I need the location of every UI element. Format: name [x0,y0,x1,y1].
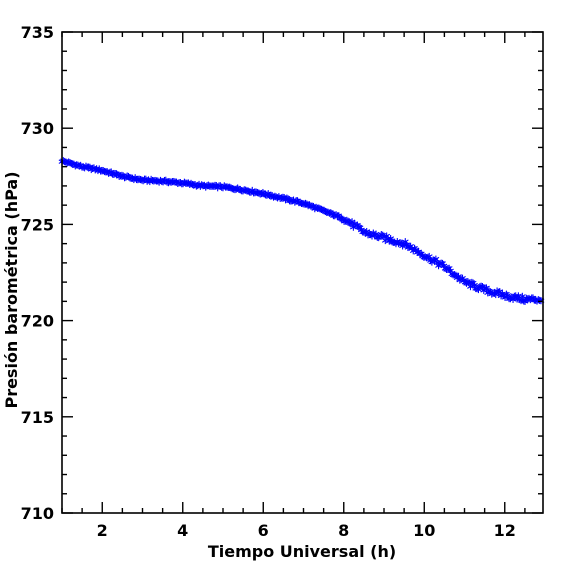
y-tick-label: 720 [21,312,54,331]
data-point-stroke [460,278,468,283]
data-point-stroke [70,162,78,167]
data-point-stroke [496,289,504,294]
data-point-stroke [384,236,392,241]
data-point-stroke [471,282,478,288]
data-point-stroke [518,294,526,299]
data-point [483,284,490,292]
data-point-stroke [372,231,380,237]
y-tick-label: 715 [21,408,54,427]
data-point-stroke [432,256,440,262]
data-point [439,259,446,268]
data-point-stroke [400,242,408,247]
x-tick-label: 10 [413,521,435,540]
data-point-stroke [348,219,356,225]
x-tick-label: 2 [97,521,108,540]
data-point-stroke [417,251,425,257]
data-point-stroke [416,251,424,256]
data-point-stroke [357,227,365,233]
x-tick-label: 8 [338,521,349,540]
data-point-stroke [483,285,490,291]
x-axis-label: Tiempo Universal (h) [208,542,396,561]
data-point-stroke [504,293,512,298]
data-point-stroke [107,169,115,175]
data-point-stroke [290,197,297,203]
data-point [348,218,356,226]
data-point-stroke [411,246,418,251]
data-point-stroke [439,261,446,266]
data-point-stroke [529,295,537,301]
data-point-stroke [335,213,343,219]
data-point-stroke [248,188,256,193]
data-point-stroke [385,238,393,244]
data-point-stroke [447,268,454,274]
data-point-stroke [383,233,391,239]
data-point-stroke [445,266,453,271]
data-point-stroke [387,236,395,241]
x-tick-label: 12 [494,521,516,540]
y-tick-label: 735 [21,23,54,42]
data-point [496,287,504,296]
data-point-stroke [353,222,361,228]
data-point [335,212,343,220]
data-point-stroke [280,195,288,200]
data-point-stroke [90,165,98,171]
data-point-stroke [303,201,311,207]
data-point-stroke [264,191,272,196]
data-point-stroke [459,275,466,281]
data-point [425,252,433,261]
plot-frame [61,31,544,514]
y-tick-label: 725 [21,215,54,234]
y-tick-label: 710 [21,504,54,523]
data-point [384,235,392,243]
data-point-stroke [401,239,409,244]
x-tick-label: 4 [177,521,188,540]
data-point-stroke [344,218,352,224]
data-point-stroke [440,263,448,269]
data-point-stroke [169,179,176,184]
data-point-stroke [407,244,414,249]
minor-ticks [61,32,543,513]
data-point-stroke [83,164,91,170]
x-tick-label: 6 [258,521,269,540]
data-point [416,250,424,258]
data-point-stroke [517,298,525,303]
y-tick-label: 730 [21,119,54,138]
data-point [445,264,453,272]
data-point-stroke [195,182,203,187]
data-point-stroke [455,274,462,279]
x-tick-labels: 2 4 6 8 10 12 [97,521,516,540]
data-point-stroke [467,284,474,289]
data-point-stroke [162,178,170,183]
major-ticks [62,31,543,514]
data-point-stroke [403,242,410,247]
data-point-stroke [512,293,520,299]
data-point-stroke [425,254,433,259]
data-point-stroke [310,204,317,209]
data-point-stroke [295,200,303,205]
data-point-stroke [93,166,100,172]
data-points [58,157,545,305]
data-point-stroke [356,225,364,230]
data-point-stroke [469,280,477,286]
y-tick-labels: 710 715 720 725 730 735 [21,23,54,523]
y-axis-label: Presión barométrica (hPa) [2,171,21,408]
